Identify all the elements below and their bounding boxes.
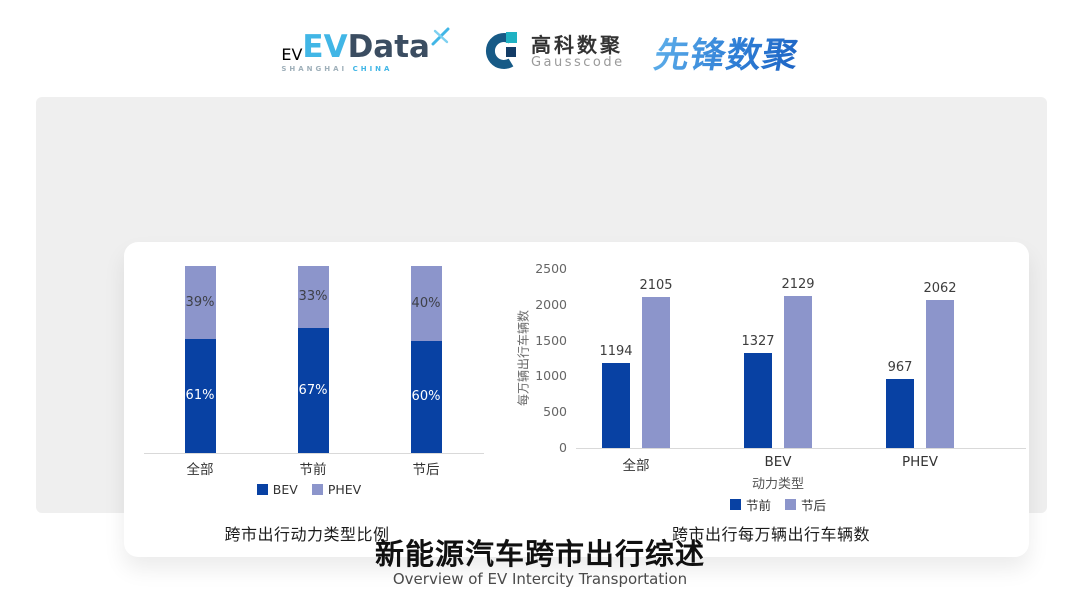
- value-label-节后-BEV: 2129: [781, 276, 815, 292]
- ytick-2500: 2500: [535, 261, 567, 276]
- phev-segment: 33%: [297, 266, 329, 328]
- legend-label-PHEV: PHEV: [327, 482, 362, 497]
- legend-swatch-节前: [729, 499, 741, 510]
- evdata-ev-label: EV: [302, 28, 348, 65]
- grouped-chart-xlabel: 动力类型: [751, 477, 804, 492]
- ytick-1500: 1500: [535, 332, 567, 348]
- gausscode-cn-name: 高科数聚: [530, 32, 623, 57]
- legend-item-BEV: BEV: [256, 482, 298, 497]
- legend-label-节前: 节前: [745, 498, 771, 513]
- ytick-2000: 2000: [535, 296, 567, 312]
- bar-节前-全部: [602, 362, 630, 448]
- evdata-subtext: SHANGHAI CHINA: [281, 64, 449, 73]
- value-label-节前-PHEV: 967: [887, 359, 913, 375]
- stacked-chart-title: 跨市出行动力类型比例: [224, 525, 390, 544]
- legend-item-PHEV: PHEV: [311, 482, 362, 497]
- gausscode-logo: 高科数聚 Gausscode: [479, 28, 625, 76]
- bev-segment: 67%: [297, 327, 329, 453]
- evdata-logo: EV EV Data EV Data SHANGHAI CHINA: [281, 27, 450, 73]
- phev-segment: 39%: [184, 266, 216, 339]
- legend-item-节后: 节后: [785, 495, 826, 514]
- legend-item-节前: 节前: [729, 495, 771, 514]
- stacked-cat-节后: 节后: [412, 462, 440, 478]
- legend-label-节后: 节后: [801, 498, 827, 513]
- value-label-节后-PHEV: 2062: [923, 281, 957, 297]
- bar-节后-BEV: [784, 295, 812, 448]
- legend-label-BEV: BEV: [272, 482, 298, 497]
- stacked-cat-节前: 节前: [299, 462, 327, 478]
- evdata-shanghai: SHANGHAI: [281, 64, 348, 73]
- stacked-chart-baseline: [144, 453, 484, 454]
- bev-segment: 61%: [184, 338, 216, 453]
- legend-swatch-PHEV: [311, 484, 323, 495]
- ytick-0: 0: [559, 440, 567, 455]
- value-label-节前-BEV: 1327: [741, 333, 775, 349]
- ytick-500: 500: [543, 404, 567, 420]
- bar-节前-BEV: [744, 352, 772, 448]
- stacked-bar-节后: 40% 60%: [410, 266, 442, 453]
- ytick-1000: 1000: [535, 368, 567, 384]
- stacked-chart-legend: BEV PHEV: [144, 482, 474, 497]
- evdata-china: CHINA: [352, 64, 393, 73]
- grouped-cat-BEV: BEV: [764, 454, 792, 470]
- evdata-spark-icon: [431, 27, 450, 49]
- grouped-chart-title: 跨市出行每万辆出行车辆数: [671, 525, 870, 544]
- evdata-data-label: Data: [347, 28, 430, 65]
- gausscode-en-name: Gausscode: [530, 54, 625, 70]
- value-label-节后-全部: 2105: [639, 278, 673, 294]
- value-label-节前-全部: 1194: [599, 343, 633, 359]
- phev-segment: 40%: [410, 266, 442, 341]
- stacked-cat-全部: 全部: [186, 462, 214, 478]
- grouped-cat-PHEV: PHEV: [901, 454, 939, 470]
- pioneer-logo: 先锋数聚: [650, 27, 803, 78]
- bev-segment: 60%: [410, 340, 442, 453]
- logo-bar: EV EV Data EV Data SHANGHAI CHINA: [0, 22, 1080, 82]
- legend-swatch-节后: [785, 499, 796, 510]
- bar-节前-PHEV: [886, 378, 914, 448]
- evdata-logo-ev: EV: [281, 44, 303, 64]
- stacked-bar-节前: 33% 67%: [297, 266, 329, 453]
- gausscode-g-icon: [479, 28, 523, 76]
- stacked-bar-全部: 39% 61%: [184, 266, 216, 453]
- legend-swatch-BEV: [256, 484, 268, 495]
- report-panel: 39% 61% 33% 67% 40% 60% 全部 节前 节后 BEV PHEV 跨市出行动力…: [36, 97, 1047, 557]
- page-title: 新能源汽车跨市出行综述: [374, 537, 705, 571]
- grouped-chart-baseline: [576, 448, 1026, 449]
- grouped-cat-全部: 全部: [622, 458, 650, 474]
- page-subtitle: Overview of EV Intercity Transportation: [392, 570, 688, 588]
- charts-card: 39% 61% 33% 67% 40% 60% 全部 节前 节后 BEV PHEV 跨市出行动力…: [124, 242, 1029, 557]
- bar-节后-全部: [642, 297, 670, 448]
- bar-节后-PHEV: [926, 300, 954, 448]
- grouped-chart-legend: 节前 节后: [698, 495, 858, 514]
